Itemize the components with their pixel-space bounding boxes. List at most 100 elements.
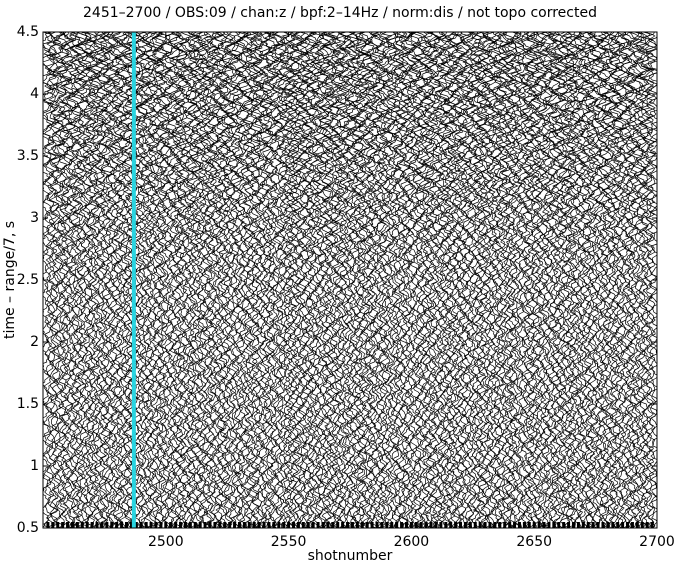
shot-marker	[316, 522, 320, 528]
y-tick-label: 2	[30, 334, 39, 350]
shot-marker	[341, 522, 345, 528]
trace	[119, 32, 134, 528]
shot-marker	[213, 522, 217, 528]
y-tick-label: 4	[30, 86, 39, 102]
shot-marker	[483, 522, 487, 528]
trace	[338, 32, 352, 528]
shot-marker	[257, 522, 261, 528]
shot-marker	[292, 522, 296, 528]
shot-marker	[650, 522, 654, 528]
trace	[349, 32, 365, 528]
trace	[99, 32, 115, 528]
trace	[239, 32, 256, 528]
trace	[509, 32, 525, 528]
trace	[367, 32, 382, 528]
trace	[164, 32, 178, 528]
shot-marker	[576, 522, 580, 528]
trace	[335, 32, 350, 528]
trace	[280, 32, 296, 528]
shot-marker	[282, 522, 286, 528]
trace	[114, 32, 130, 528]
shot-marker	[267, 522, 271, 528]
trace	[507, 32, 523, 528]
shot-marker	[473, 522, 477, 528]
shot-marker	[125, 522, 129, 528]
shot-marker	[581, 522, 585, 528]
trace	[482, 32, 498, 528]
trace	[448, 32, 464, 528]
trace	[230, 32, 244, 528]
trace	[192, 32, 208, 528]
shot-marker	[517, 522, 521, 528]
trace	[501, 32, 515, 528]
shot-marker	[404, 522, 408, 528]
shot-marker	[434, 522, 438, 528]
trace	[377, 32, 393, 528]
trace	[498, 32, 512, 528]
trace	[563, 32, 579, 528]
trace	[407, 32, 421, 528]
trace	[609, 32, 623, 528]
y-tick-label: 1	[30, 458, 39, 474]
trace	[443, 32, 458, 528]
shot-marker	[395, 522, 399, 528]
shot-marker	[120, 522, 124, 528]
trace	[458, 32, 473, 528]
trace	[319, 32, 336, 528]
shot-marker	[429, 522, 433, 528]
shot-marker	[247, 522, 251, 528]
trace	[82, 32, 98, 528]
trace	[396, 32, 412, 528]
shot-marker	[203, 522, 207, 528]
trace	[525, 32, 539, 528]
trace	[392, 32, 408, 528]
trace	[547, 32, 563, 528]
trace	[286, 32, 301, 528]
trace	[249, 32, 264, 528]
trace	[433, 32, 449, 528]
shot-marker	[370, 522, 374, 528]
trace	[76, 32, 93, 528]
x-tick-label: 2550	[271, 534, 307, 550]
trace	[346, 32, 362, 528]
trace	[410, 32, 426, 528]
trace	[382, 32, 397, 528]
shot-marker	[424, 522, 428, 528]
trace	[586, 32, 601, 528]
trace	[565, 32, 581, 528]
trace	[418, 32, 434, 528]
trace	[111, 32, 128, 528]
trace	[431, 32, 445, 528]
trace	[295, 32, 310, 528]
shot-marker	[218, 522, 222, 528]
y-tick-label: 1.5	[17, 396, 39, 412]
trace	[364, 32, 381, 528]
shot-marker	[277, 522, 281, 528]
trace	[201, 32, 217, 528]
shot-marker	[129, 522, 133, 528]
trace	[520, 32, 535, 528]
shot-marker	[326, 522, 330, 528]
shot-marker	[169, 522, 173, 528]
trace	[472, 32, 488, 528]
trace	[69, 32, 85, 528]
trace	[51, 32, 66, 528]
trace	[165, 32, 181, 528]
shot-marker	[159, 522, 163, 528]
shot-marker	[56, 522, 60, 528]
trace	[620, 32, 635, 528]
trace	[261, 32, 278, 528]
trace	[133, 32, 149, 528]
trace	[582, 32, 598, 528]
trace	[603, 32, 619, 528]
trace	[606, 32, 621, 528]
shot-marker	[375, 522, 379, 528]
shot-marker	[188, 522, 192, 528]
shot-marker	[527, 522, 531, 528]
x-tick-label: 2500	[148, 534, 184, 550]
shot-marker	[567, 522, 571, 528]
trace	[46, 32, 60, 528]
trace	[354, 32, 371, 528]
shot-marker	[179, 522, 183, 528]
